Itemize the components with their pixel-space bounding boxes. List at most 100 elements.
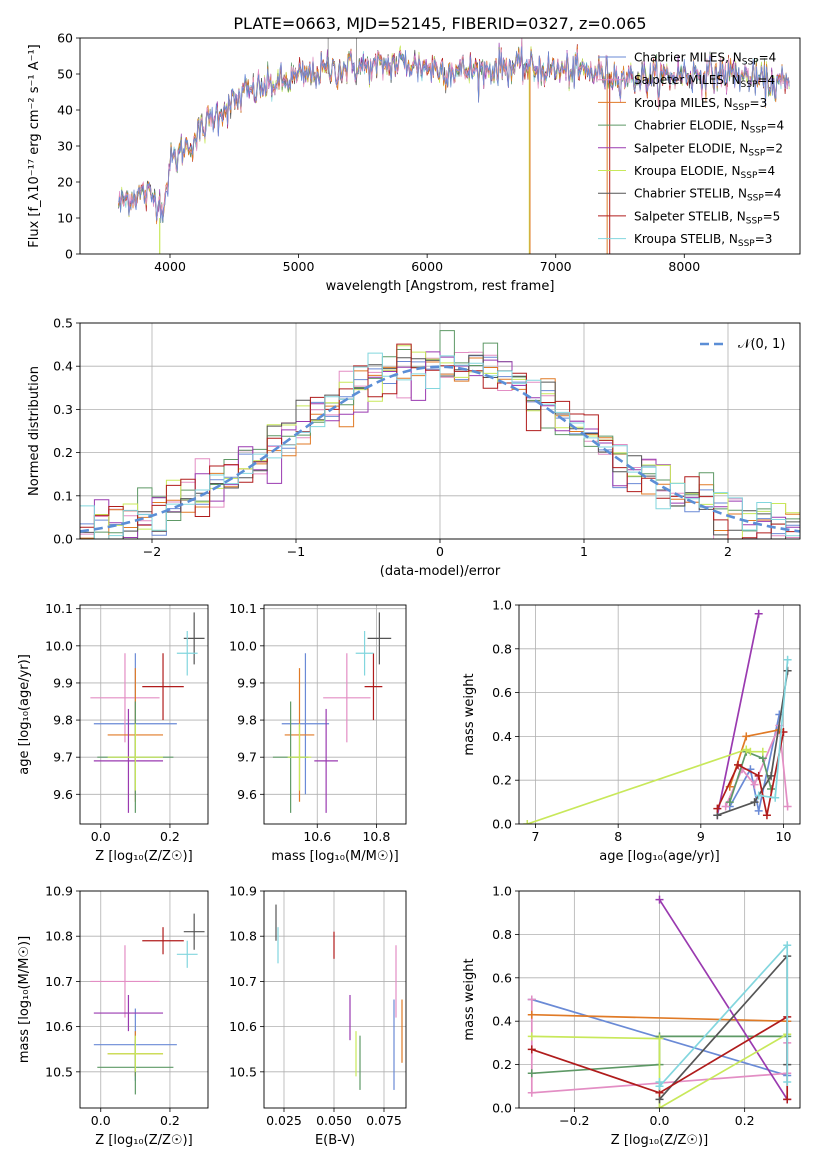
weight-marker xyxy=(655,1104,664,1108)
y-tick-label: 9.6 xyxy=(53,787,73,802)
axes-frame xyxy=(79,604,209,825)
weight-marker xyxy=(527,1032,536,1041)
x-tick-label: 0.0 xyxy=(91,1113,111,1128)
x-tick-label: 0.025 xyxy=(266,1113,302,1128)
y-tick-label: 0.4 xyxy=(53,359,73,374)
axes-frame xyxy=(518,604,801,825)
y-tick-label: 9.9 xyxy=(237,675,257,690)
y-tick-label: 10.8 xyxy=(229,929,257,944)
y-tick-label: 9.7 xyxy=(53,750,73,765)
weight-marker xyxy=(734,760,743,769)
legend-label: 𝒩(0, 1) xyxy=(738,337,785,352)
y-tick-label: 10.9 xyxy=(45,884,73,899)
weight-marker xyxy=(750,780,759,789)
weight-marker xyxy=(527,1088,536,1097)
weight-marker xyxy=(754,791,763,800)
y-tick-label: 0.0 xyxy=(492,817,512,832)
age-vs-mass-panel: 10.6 10.8 9.6 9.7 9.8 9.9 10.0 10.1 mass [log₁₀(… xyxy=(229,601,407,864)
weight-marker xyxy=(725,798,734,807)
legend-label: Chabrier ELODIE, NSSP=4 xyxy=(634,119,784,136)
weight-marker xyxy=(742,745,751,754)
y-tick-label: 0.1 xyxy=(53,488,73,503)
weight-line xyxy=(531,1033,788,1108)
x-tick-label: 0.2 xyxy=(735,1113,755,1128)
weight-marker xyxy=(721,802,730,811)
legend-label: Chabrier STELIB, NSSP=4 xyxy=(634,187,782,204)
y-tick-label: 50 xyxy=(57,67,73,82)
x-tick-label: −0.2 xyxy=(559,1113,589,1128)
x-tick-label: 9 xyxy=(697,829,705,844)
weight-marker xyxy=(750,798,759,807)
axes-frame xyxy=(263,890,407,1109)
x-tick-label: 4000 xyxy=(154,259,186,274)
age-vs-metallicity-panel: 0.0 0.2 9.6 9.7 9.8 9.9 10.0 10.1 Z [log₁₀(Z/Z☉)… xyxy=(17,601,209,864)
y-tick-label: 0.8 xyxy=(492,641,512,656)
y-tick-label: 10.7 xyxy=(45,974,73,989)
histogram-step xyxy=(80,351,800,539)
x-tick-label: 0.2 xyxy=(160,1113,180,1128)
y-tick-label: 0.5 xyxy=(53,316,73,331)
x-tick-label: −1 xyxy=(287,544,305,559)
y-axis-label: Normed distribution xyxy=(27,366,42,496)
x-axis-label: Z [log₁₀(Z/Z☉)] xyxy=(611,1133,708,1148)
y-axis-label: Flux [f_λ10⁻¹⁷ erg cm⁻² s⁻¹ A⁻¹] xyxy=(27,44,42,248)
weight-line xyxy=(729,714,781,812)
weight-marker xyxy=(754,771,763,780)
y-tick-label: 0 xyxy=(65,247,73,262)
x-tick-label: 0.075 xyxy=(366,1113,402,1128)
weight-marker xyxy=(771,793,780,802)
y-tick-label: 10.0 xyxy=(45,638,73,653)
y-tick-label: 0.2 xyxy=(492,773,512,788)
x-tick-label: 0.0 xyxy=(91,829,111,844)
x-tick-label: 0.050 xyxy=(316,1113,352,1128)
axes-frame xyxy=(79,37,801,255)
legend-label: Kroupa ELODIE, NSSP=4 xyxy=(634,164,775,181)
x-tick-label: 10.6 xyxy=(303,829,331,844)
x-tick-label: 7000 xyxy=(540,259,572,274)
mass-vs-ebv-panel: 0.025 0.050 0.075 10.5 10.6 10.7 10.8 10.9 E(B-V… xyxy=(229,884,407,1148)
weight-line xyxy=(531,1013,788,1023)
y-tick-label: 9.9 xyxy=(53,675,73,690)
y-axis-label: mass [log₁₀(M/M☉)] xyxy=(17,936,32,1063)
weight-marker xyxy=(527,1010,536,1019)
y-tick-label: 9.7 xyxy=(237,750,257,765)
weight-marker xyxy=(762,811,771,820)
y-axis-label: age [log₁₀(age/yr)] xyxy=(17,654,32,775)
y-tick-label: 30 xyxy=(57,139,73,154)
grid-lines xyxy=(519,604,800,825)
weight-line xyxy=(717,670,789,817)
y-tick-label: 0.2 xyxy=(492,1057,512,1072)
weight-vs-metallicity-panel: −0.2 0.0 0.2 0.0 0.2 0.4 0.6 0.8 1.0 Z [log₁₀(Z/Z… xyxy=(462,884,801,1148)
x-axis-label: E(B-V) xyxy=(315,1133,355,1148)
x-tick-label: 10 xyxy=(776,829,792,844)
x-axis-label: mass [log₁₀(M/M☉)] xyxy=(271,849,398,864)
weight-line xyxy=(658,899,788,1100)
x-axis-label: (data-model)/error xyxy=(380,564,501,579)
legend-label: Chabrier MILES, NSSP=4 xyxy=(634,51,776,68)
y-tick-label: 0.0 xyxy=(492,1101,512,1116)
axes-frame xyxy=(79,322,801,540)
x-tick-label: −2 xyxy=(143,544,161,559)
figure-title: PLATE=0663, MJD=52145, FIBERID=0327, z=0… xyxy=(233,14,646,33)
y-tick-label: 10.1 xyxy=(229,601,257,616)
x-axis-label: Z [log₁₀(Z/Z☉)] xyxy=(95,849,192,864)
weight-marker xyxy=(746,747,755,756)
y-tick-label: 0.2 xyxy=(53,445,73,460)
y-tick-label: 10.7 xyxy=(229,974,257,989)
y-tick-label: 9.6 xyxy=(237,787,257,802)
legend-label: Salpeter MILES, NSSP=4 xyxy=(634,73,775,90)
weight-marker xyxy=(783,941,792,950)
y-tick-label: 20 xyxy=(57,175,73,190)
y-tick-label: 10.9 xyxy=(229,884,257,899)
histogram-step xyxy=(80,352,800,539)
y-tick-label: 10 xyxy=(57,211,73,226)
weight-line xyxy=(658,943,789,1089)
x-tick-label: 8000 xyxy=(668,259,700,274)
y-tick-label: 10.6 xyxy=(229,1019,257,1034)
y-tick-label: 10.5 xyxy=(45,1064,73,1079)
weight-marker xyxy=(655,895,664,904)
weight-marker xyxy=(527,1069,536,1078)
y-tick-label: 9.8 xyxy=(53,713,73,728)
y-tick-label: 10.5 xyxy=(229,1064,257,1079)
plot-area xyxy=(90,612,205,813)
